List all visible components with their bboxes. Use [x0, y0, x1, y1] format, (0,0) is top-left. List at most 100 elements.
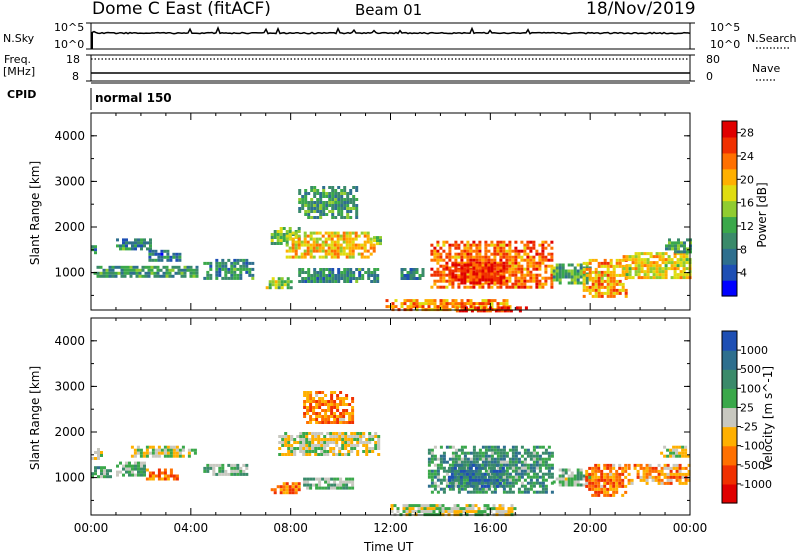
power-echo-cell — [313, 280, 317, 283]
power-echo-cell — [307, 204, 311, 207]
power-echo-cell — [343, 274, 347, 277]
power-echo-cell — [324, 252, 328, 256]
velocity-echo-cell — [627, 463, 631, 467]
power-echo-cell — [337, 201, 341, 204]
power-echo-cell — [508, 270, 512, 274]
power-echo-cell — [291, 255, 295, 259]
velocity-echo-cell — [154, 474, 158, 478]
velocity-echo-cell — [477, 475, 481, 479]
velocity-echo-cell — [297, 488, 301, 492]
power-echo-cell — [304, 192, 308, 195]
velocity-echo-cell — [492, 472, 496, 476]
velocity-echo-cell — [290, 435, 294, 438]
velocity-echo-cell — [408, 504, 412, 508]
velocity-echo-cell — [374, 441, 378, 444]
power-echo-cell — [585, 263, 589, 267]
power-echo-cell — [541, 249, 545, 253]
velocity-echo-cell — [97, 451, 100, 454]
velocity-echo-cell — [94, 457, 97, 460]
power-echo-cell — [478, 266, 482, 270]
power-echo-cell — [637, 270, 641, 274]
velocity-echo-cell — [143, 464, 146, 468]
velocity-echo-cell — [326, 441, 330, 444]
power-echo-cell — [312, 240, 316, 244]
velocity-echo-cell — [137, 470, 140, 474]
velocity-echo-cell — [591, 478, 595, 482]
velocity-echo-cell — [348, 403, 352, 406]
power-echo-cell — [469, 252, 473, 256]
velocity-echo-cell — [326, 444, 330, 447]
velocity-echo-cell — [293, 453, 297, 456]
velocity-echo-cell — [492, 463, 496, 467]
power-echo-cell — [343, 186, 347, 189]
power-echo-cell — [147, 268, 151, 272]
power-echo-cell — [251, 276, 255, 280]
power-echo-cell — [301, 207, 305, 210]
velocity-echo-cell — [460, 451, 464, 455]
power-echo-cell — [457, 278, 461, 282]
velocity-echo-cell — [618, 481, 622, 485]
velocity-echo-cell — [341, 438, 345, 441]
velocity-echo-cell — [436, 475, 440, 479]
velocity-echo-cell — [529, 451, 533, 455]
velocity-echo-cell — [517, 475, 521, 479]
power-echo-cell — [664, 267, 668, 271]
power-echo-cell — [337, 210, 341, 213]
power-echo-cell — [319, 192, 323, 195]
power-echo-cell — [484, 272, 488, 276]
velocity-echo-cell — [666, 448, 670, 452]
power-echo-cell — [436, 261, 440, 265]
power-echo-cell — [331, 189, 335, 192]
velocity-echo-cell — [475, 490, 479, 494]
power-echo-cell — [224, 276, 228, 280]
velocity-echo-cell — [169, 474, 173, 478]
velocity-echo-cell — [218, 472, 222, 476]
power-echo-cell — [676, 264, 680, 268]
power-echo-cell — [600, 261, 604, 265]
power-echo-cell — [451, 299, 455, 303]
power-echo-cell — [131, 241, 134, 245]
power-echo-cell — [451, 285, 455, 289]
power-echo-cell — [230, 261, 234, 265]
velocity-echo-cell — [377, 444, 381, 447]
velocity-echo-cell — [324, 415, 328, 418]
velocity-echo-cell — [532, 475, 536, 479]
velocity-echo-cell — [353, 444, 357, 447]
velocity-echo-cell — [125, 461, 128, 465]
power-echo-cell — [286, 280, 290, 284]
power-echo-cell — [442, 264, 446, 268]
velocity-echo-cell — [330, 421, 334, 424]
velocity-echo-cell — [365, 438, 369, 441]
velocity-echo-cell — [514, 448, 518, 452]
velocity-echo-cell — [447, 475, 451, 479]
power-echo-cell — [606, 282, 610, 286]
power-echo-cell — [189, 265, 193, 269]
power-echo-cell — [430, 299, 434, 303]
power-echo-cell — [306, 234, 310, 238]
power-echo-cell — [615, 273, 619, 277]
power-echo-cell — [594, 276, 598, 280]
velocity-echo-cell — [140, 470, 143, 474]
power-echo-cell — [609, 279, 613, 283]
power-echo-cell — [306, 243, 310, 247]
power-echo-cell — [526, 264, 530, 268]
velocity-echo-cell — [447, 510, 451, 514]
power-echo-cell — [436, 305, 440, 309]
velocity-echo-cell — [544, 466, 548, 470]
velocity-echo-cell — [621, 469, 625, 473]
power-echo-cell — [457, 275, 461, 279]
power-echo-cell — [331, 277, 335, 280]
velocity-echo-cell — [157, 477, 161, 481]
power-echo-cell — [309, 246, 313, 250]
velocity-echo-cell — [309, 394, 313, 397]
power-echo-cell — [631, 267, 635, 271]
power-echo-cell — [550, 270, 554, 274]
velocity-echo-cell — [302, 435, 306, 438]
velocity-echo-cell — [484, 481, 488, 485]
velocity-echo-cell — [474, 463, 478, 467]
power-echo-cell — [469, 272, 473, 276]
power-echo-cell — [349, 274, 353, 277]
velocity-echo-cell — [287, 441, 291, 444]
power-echo-cell — [330, 252, 334, 256]
power-echo-cell — [496, 272, 500, 276]
